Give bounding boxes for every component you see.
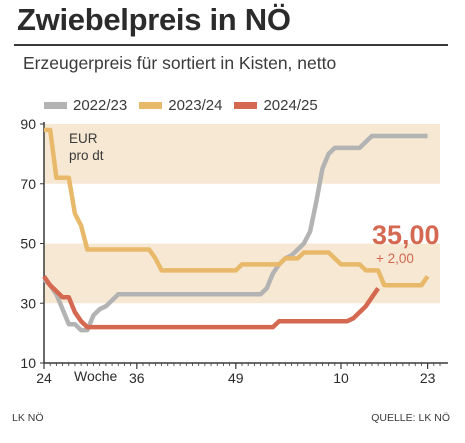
x-tick-label-36: 36 bbox=[129, 370, 145, 386]
y-tick-label-90: 90 bbox=[20, 116, 36, 132]
legend-item-2023-24: 2023/24 bbox=[139, 97, 222, 114]
unit-line-1: EUR bbox=[69, 131, 98, 146]
y-tick-label-50: 50 bbox=[20, 236, 36, 252]
series-line-2022-23 bbox=[42, 133, 428, 333]
legend: 2022/23 2023/24 2024/25 bbox=[44, 95, 330, 115]
unit-line-2: pro dt bbox=[69, 148, 104, 163]
legend-label: 2023/24 bbox=[168, 96, 223, 114]
footer-source-left: LK NÖ bbox=[12, 412, 44, 424]
legend-swatch bbox=[44, 101, 67, 109]
latest-change-callout: + 2,00 bbox=[376, 251, 414, 266]
legend-item-2024-25: 2024/25 bbox=[234, 96, 318, 114]
y-tick-label-30: 30 bbox=[20, 295, 36, 311]
legend-item-2022-23: 2022/23 bbox=[44, 97, 127, 114]
series-line-2023-24 bbox=[44, 127, 430, 288]
unit-label: EUR pro dt bbox=[69, 130, 104, 164]
legend-label: 2024/25 bbox=[263, 96, 318, 114]
legend-swatch bbox=[234, 101, 258, 109]
y-tick-label-10: 10 bbox=[20, 355, 36, 371]
chart-title: Zwiebelpreis in NÖ bbox=[17, 2, 291, 37]
y-tick-label-70: 70 bbox=[20, 176, 36, 192]
x-tick-label-23: 23 bbox=[420, 370, 436, 386]
x-tick-label-10: 10 bbox=[333, 370, 349, 386]
legend-swatch bbox=[139, 101, 163, 109]
x-tick-label-49: 49 bbox=[228, 370, 244, 386]
x-tick-label-24: 24 bbox=[36, 370, 52, 386]
latest-price-callout: 35,00 bbox=[372, 220, 440, 250]
title-rule bbox=[14, 44, 448, 46]
footer-source-right: QUELLE: LK NÖ bbox=[371, 412, 450, 424]
series-line-2024-25 bbox=[42, 275, 380, 330]
x-axis-label: Woche bbox=[74, 368, 118, 384]
legend-label: 2022/23 bbox=[73, 96, 128, 114]
chart-subtitle: Erzeugerpreis für sortiert in Kisten, ne… bbox=[23, 53, 337, 73]
